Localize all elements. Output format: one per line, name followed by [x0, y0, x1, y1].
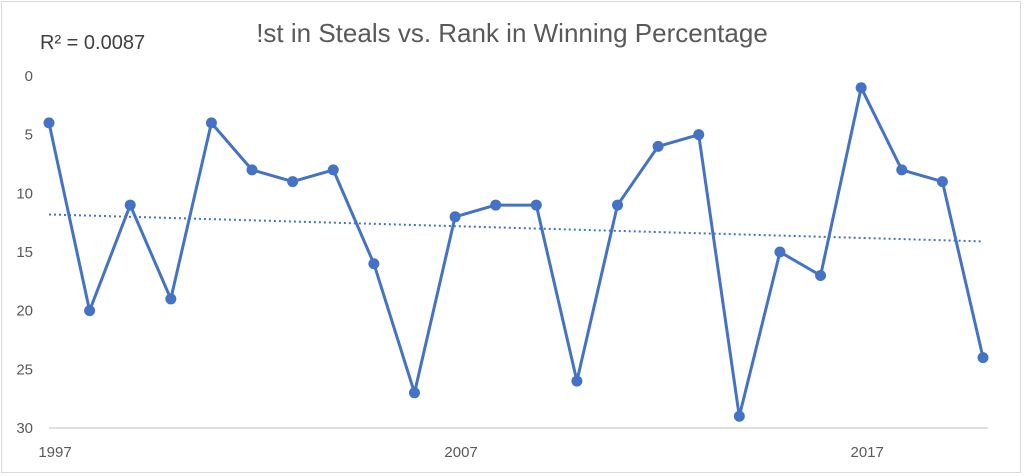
series-line	[47, 86, 985, 418]
x-tick-label: 1997	[38, 444, 71, 461]
data-point	[571, 375, 583, 387]
data-point	[652, 140, 664, 152]
data-point	[693, 129, 705, 141]
data-points	[43, 82, 989, 422]
chart-title: !st in Steals vs. Rank in Winning Percen…	[256, 18, 768, 48]
data-point	[449, 211, 461, 223]
data-point	[205, 117, 217, 129]
data-point	[855, 82, 867, 94]
r-squared-label: R² = 0.0087	[40, 32, 146, 54]
data-point	[936, 176, 948, 188]
data-point	[124, 199, 136, 211]
data-point	[490, 199, 502, 211]
y-axis-ticks: 0 5 10 15 20 25 30	[16, 68, 33, 437]
data-point	[408, 387, 420, 399]
y-tick-label: 15	[16, 244, 33, 261]
y-tick-label: 25	[16, 361, 33, 378]
y-tick-label: 10	[16, 185, 33, 202]
data-point	[530, 199, 542, 211]
data-point	[896, 164, 908, 176]
x-tick-label: 2007	[444, 444, 477, 461]
x-axis-ticks: 1997 2007 2017	[38, 444, 884, 461]
trendline	[48, 213, 984, 243]
data-point	[368, 258, 380, 270]
data-point	[977, 352, 989, 364]
x-tick-label: 2017	[850, 444, 883, 461]
data-point	[84, 305, 96, 317]
data-point	[612, 199, 624, 211]
y-tick-label: 30	[16, 420, 33, 437]
data-point	[733, 410, 745, 422]
y-tick-label: 0	[25, 68, 33, 85]
y-tick-label: 5	[25, 127, 33, 144]
data-point	[327, 164, 339, 176]
y-tick-label: 20	[16, 303, 33, 320]
data-point	[43, 117, 55, 129]
data-point	[246, 164, 258, 176]
data-point	[287, 176, 299, 188]
data-point	[165, 293, 177, 305]
data-point	[815, 269, 827, 281]
data-point	[774, 246, 786, 258]
